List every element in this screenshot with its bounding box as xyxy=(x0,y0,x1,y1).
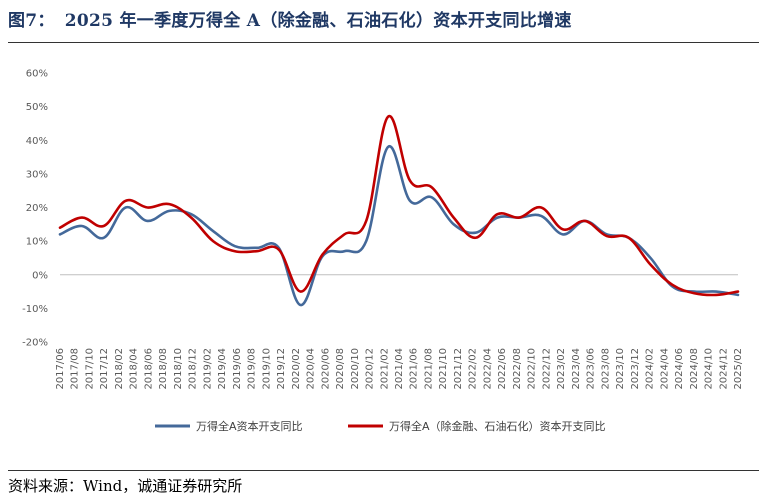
x-tick-label: 2024/02 xyxy=(645,348,656,390)
y-tick-label: 30% xyxy=(26,169,48,180)
x-tick-label: 2025/02 xyxy=(733,348,744,390)
y-tick-label: -20% xyxy=(22,338,48,349)
x-tick-label: 2018/02 xyxy=(114,348,125,390)
x-tick-label: 2019/10 xyxy=(261,348,272,390)
y-tick-label: 20% xyxy=(26,203,48,214)
x-tick-label: 2018/12 xyxy=(188,348,199,390)
y-tick-label: 40% xyxy=(26,136,48,147)
x-tick-label: 2017/10 xyxy=(84,348,95,390)
x-tick-label: 2017/06 xyxy=(55,348,66,390)
x-tick-label: 2023/10 xyxy=(615,348,626,390)
x-axis-ticks: 2017/06 2017/08 2017/10 2017/12 2018/02 2018/… xyxy=(55,348,744,390)
x-tick-label: 2019/12 xyxy=(276,348,287,390)
x-tick-label: 2020/02 xyxy=(291,348,302,390)
y-tick-label: 10% xyxy=(26,237,48,248)
x-tick-label: 2023/12 xyxy=(630,348,641,390)
x-tick-label: 2024/06 xyxy=(674,348,685,390)
x-tick-label: 2022/04 xyxy=(482,348,493,390)
figure-label: 图7： xyxy=(8,11,55,31)
x-tick-label: 2021/02 xyxy=(379,348,390,390)
x-tick-label: 2018/08 xyxy=(158,348,169,390)
x-tick-label: 2024/12 xyxy=(718,348,729,390)
x-tick-label: 2020/06 xyxy=(320,348,331,390)
top-rule xyxy=(8,42,759,43)
x-tick-label: 2023/08 xyxy=(600,348,611,390)
x-tick-label: 2019/06 xyxy=(232,348,243,390)
x-tick-label: 2021/12 xyxy=(453,348,464,390)
x-tick-label: 2017/08 xyxy=(70,348,81,390)
y-axis-ticks: 60% 50% 40% 30% 20% 10% 0% -10% -20% xyxy=(22,69,48,349)
chart-series xyxy=(58,115,740,307)
x-tick-label: 2022/12 xyxy=(541,348,552,390)
y-tick-label: 50% xyxy=(26,102,48,113)
x-tick-label: 2019/04 xyxy=(217,348,228,390)
x-tick-label: 2023/02 xyxy=(556,348,567,390)
x-tick-label: 2020/10 xyxy=(350,348,361,390)
x-tick-label: 2021/10 xyxy=(438,348,449,390)
x-tick-label: 2018/06 xyxy=(143,348,154,390)
x-tick-label: 2022/02 xyxy=(468,348,479,390)
x-tick-label: 2024/08 xyxy=(689,348,700,390)
x-tick-label: 2019/08 xyxy=(247,348,258,390)
x-tick-label: 2019/02 xyxy=(202,348,213,390)
source-note: 资料来源：Wind，诚通证券研究所 xyxy=(8,477,243,495)
x-tick-label: 2024/10 xyxy=(704,348,715,390)
x-tick-label: 2022/10 xyxy=(527,348,538,390)
legend-label-series-1: 万得全A资本开支同比 xyxy=(196,419,303,433)
x-tick-label: 2018/10 xyxy=(173,348,184,390)
x-tick-label: 2020/04 xyxy=(306,348,317,390)
x-tick-label: 2022/08 xyxy=(512,348,523,390)
x-tick-label: 2020/08 xyxy=(335,348,346,390)
x-tick-label: 2023/06 xyxy=(586,348,597,390)
x-tick-label: 2017/12 xyxy=(99,348,110,390)
series-line-1 xyxy=(58,145,740,307)
x-tick-label: 2018/04 xyxy=(129,348,140,390)
y-tick-label: 60% xyxy=(26,69,48,80)
chart-legend: 万得全A资本开支同比 万得全A（除金融、石油石化）资本开支同比 xyxy=(155,419,606,433)
x-tick-label: 2021/04 xyxy=(394,348,405,390)
x-tick-label: 2022/06 xyxy=(497,348,508,390)
bottom-rule xyxy=(8,470,759,471)
x-tick-label: 2020/12 xyxy=(365,348,376,390)
x-tick-label: 2021/06 xyxy=(409,348,420,390)
series-line-2 xyxy=(58,115,740,297)
y-tick-label: 0% xyxy=(32,270,48,281)
legend-label-series-2: 万得全A（除金融、石油石化）资本开支同比 xyxy=(389,419,606,433)
x-tick-label: 2023/04 xyxy=(571,348,582,390)
y-tick-label: -10% xyxy=(22,304,48,315)
x-tick-label: 2021/08 xyxy=(423,348,434,390)
chart-title: 图7： 2025 年一季度万得全 A（除金融、石油石化）资本开支同比增速 xyxy=(8,6,582,31)
x-tick-label: 2024/04 xyxy=(659,348,670,390)
figure-title: 2025 年一季度万得全 A（除金融、石油石化）资本开支同比增速 xyxy=(64,11,572,31)
